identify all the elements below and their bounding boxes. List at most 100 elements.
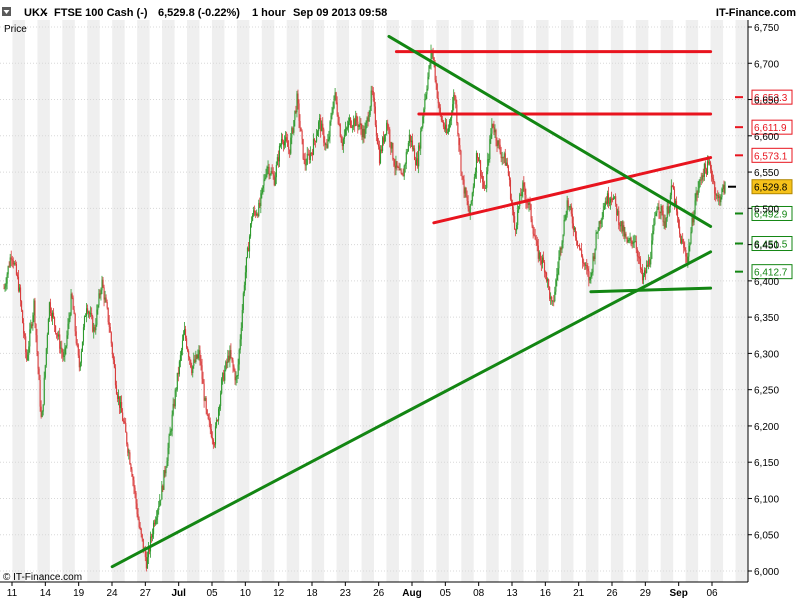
candle-body [84,316,87,318]
candle-body [108,322,110,327]
candle-body [445,124,448,133]
candle-body [364,129,366,139]
candle-body [55,325,57,334]
candle-body [332,108,334,113]
candle-body [703,163,705,177]
candle-body [229,350,231,361]
candle-body [558,256,560,269]
candle-body [26,352,28,361]
candle-body [591,272,593,274]
candle-body [147,547,149,558]
candle-body [485,187,487,189]
candle-body [158,506,160,511]
candle-body [713,179,715,182]
candle-body [716,194,718,196]
candle-body [553,300,555,302]
candle-body [120,402,122,408]
candle-body [195,354,197,362]
candle-body [203,383,205,401]
candle-body [594,248,596,260]
candle-body [262,185,264,189]
candle-body [192,365,194,374]
candle-body [43,377,45,405]
candle-body [335,92,337,103]
candle-body [616,203,618,215]
candle-body [53,312,55,317]
candle-body [415,160,417,166]
candle-body [495,129,497,141]
candle-body [701,175,703,180]
candle-body [579,245,581,249]
candle-body [550,296,552,299]
candle-body [540,260,542,264]
candle-body [103,287,105,300]
candle-body [359,123,361,126]
candle-body [400,169,402,174]
candle-body [534,235,536,240]
candle-body [122,412,124,421]
candle-body [452,104,454,115]
candle-body [245,257,247,273]
candle-body [654,215,656,225]
candle-body [16,274,19,277]
candle-body [317,131,319,136]
candle-body [187,347,189,352]
candle-body [369,106,371,115]
candle-body [560,247,562,250]
candles [3,44,726,572]
candle-body [172,403,174,415]
candle-body [32,315,34,326]
day-stripe [311,20,325,582]
candle-body [538,252,540,259]
day-stripe [261,20,275,582]
candle-body [129,452,131,465]
candle-body [657,206,659,210]
candle-body [608,202,611,204]
candle-body [559,247,561,257]
day-stripe [461,20,474,582]
candle-body [137,514,139,520]
candle-body [336,102,338,115]
axes: 6,000 6,050 6,100 6,150 6,200 6,250 6,300 6,350… [0,20,779,599]
candle-body [200,361,202,366]
candle-body [372,91,374,98]
candle-body [159,500,161,507]
candle-body [592,256,594,273]
candle-body [519,194,521,207]
candle-body [125,423,127,433]
candle-body [126,432,128,445]
price-axis-title: Price [4,24,27,35]
candle-body [614,196,616,198]
candle-body [627,240,629,243]
candle-body [396,161,398,168]
candle-body [218,408,220,421]
candle-body [34,300,36,324]
candle-body [220,393,222,407]
candle-body [449,121,451,129]
time-tick-label: 05 [440,588,452,599]
candle-body [314,140,317,142]
candle-body [539,252,541,261]
candle-body [434,64,436,80]
candle-body [199,350,201,362]
candle-body [223,372,225,381]
candle-body [482,176,484,182]
candle-body [572,223,574,230]
candle-body [329,121,331,137]
candle-body [21,301,23,311]
candle-body [421,126,423,132]
candle-body [390,142,392,149]
candle-body [389,129,391,143]
candle-body [511,202,514,210]
day-stripe [386,20,399,582]
candle-body [109,326,111,333]
candle-body [303,158,305,160]
candle-body [333,95,335,109]
candle-body [545,272,547,274]
candle-body [514,216,516,230]
candle-body [238,349,240,365]
candle-body [420,131,422,149]
candle-body [105,297,107,303]
support-trendline [387,34,713,228]
time-tick-label: Aug [402,588,421,599]
